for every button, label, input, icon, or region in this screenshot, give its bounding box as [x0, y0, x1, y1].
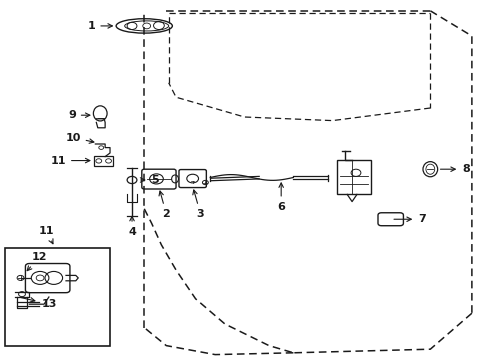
- Text: 9: 9: [68, 110, 90, 120]
- Text: 11: 11: [50, 156, 90, 166]
- Text: 12: 12: [27, 252, 47, 271]
- Text: 5: 5: [140, 175, 159, 185]
- Text: 3: 3: [192, 190, 204, 219]
- Text: 8: 8: [440, 164, 469, 174]
- Text: 11: 11: [39, 226, 54, 244]
- Text: 7: 7: [393, 214, 425, 224]
- Bar: [5, 248, 110, 346]
- Text: 2: 2: [159, 191, 170, 219]
- Text: 10: 10: [65, 132, 94, 143]
- Bar: [337, 160, 370, 194]
- Bar: [94, 156, 113, 166]
- Text: 6: 6: [277, 183, 285, 212]
- Text: 4: 4: [128, 216, 136, 237]
- Text: 13: 13: [21, 298, 57, 309]
- Text: 1: 1: [87, 21, 112, 31]
